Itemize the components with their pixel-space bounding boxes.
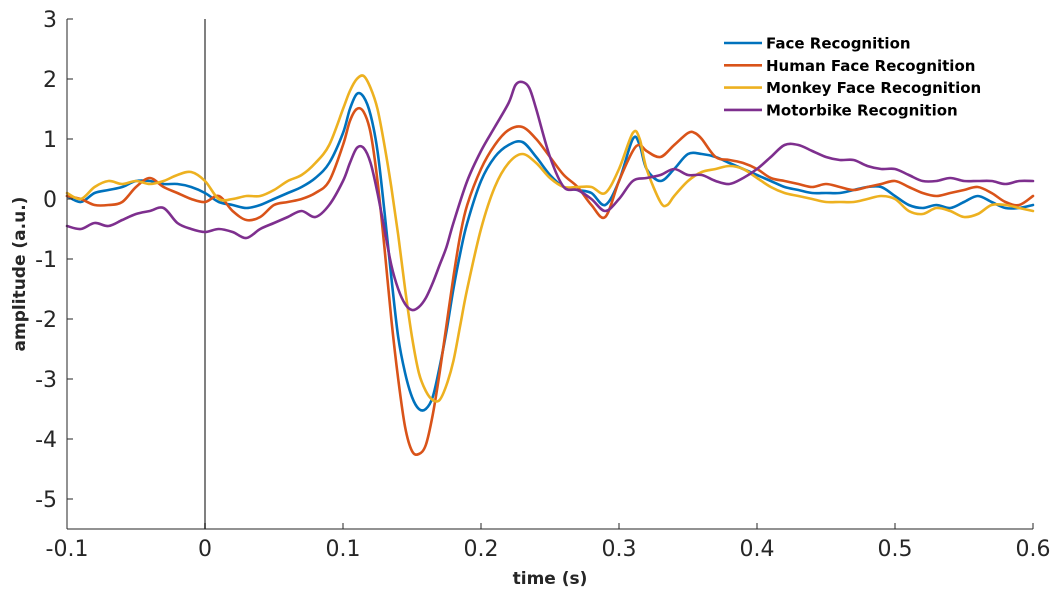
x-tick-label: 0 bbox=[198, 537, 212, 562]
y-tick-label: -1 bbox=[35, 248, 57, 273]
y-tick-label: -2 bbox=[35, 308, 57, 333]
y-tick-label: 2 bbox=[43, 68, 57, 93]
x-tick-label: -0.1 bbox=[46, 537, 89, 562]
y-tick-label: -4 bbox=[35, 428, 57, 453]
axes: -0.1 0 0.1 0.2 0.3 0.4 0.5 0.6 -5 -4 -3 -2 -1 0 1 2 3 bbox=[35, 8, 1050, 562]
legend-label: Motorbike Recognition bbox=[766, 101, 958, 119]
series-group bbox=[65, 74, 1035, 456]
y-tick-label: 0 bbox=[43, 188, 57, 213]
legend-label: Monkey Face Recognition bbox=[766, 79, 981, 97]
y-tick-label: -5 bbox=[35, 488, 57, 513]
x-tick-label: 0.2 bbox=[464, 537, 499, 562]
y-tick-label: 3 bbox=[43, 8, 57, 33]
x-tick-label: 0.5 bbox=[878, 537, 913, 562]
series-line-monkey-face-recognition bbox=[65, 74, 1035, 403]
x-axis-label: time (s) bbox=[513, 569, 588, 589]
legend-label: Human Face Recognition bbox=[766, 57, 975, 75]
series-line-face-recognition bbox=[65, 91, 1035, 412]
y-tick-label: -3 bbox=[35, 368, 57, 393]
legend-label: Face Recognition bbox=[766, 35, 911, 53]
legend: Face Recognition Human Face Recognition Mo… bbox=[724, 35, 981, 119]
series-line-motorbike-recognition bbox=[65, 80, 1035, 312]
y-tick-label: 1 bbox=[43, 128, 57, 153]
x-tick-label: 0.1 bbox=[326, 537, 361, 562]
x-tick-label: 0.6 bbox=[1016, 537, 1051, 562]
x-tick-label: 0.4 bbox=[740, 537, 775, 562]
y-axis-label: amplitude (a.u.) bbox=[10, 197, 30, 352]
x-tick-label: 0.3 bbox=[602, 537, 637, 562]
series-line-human-face-recognition bbox=[65, 106, 1035, 456]
